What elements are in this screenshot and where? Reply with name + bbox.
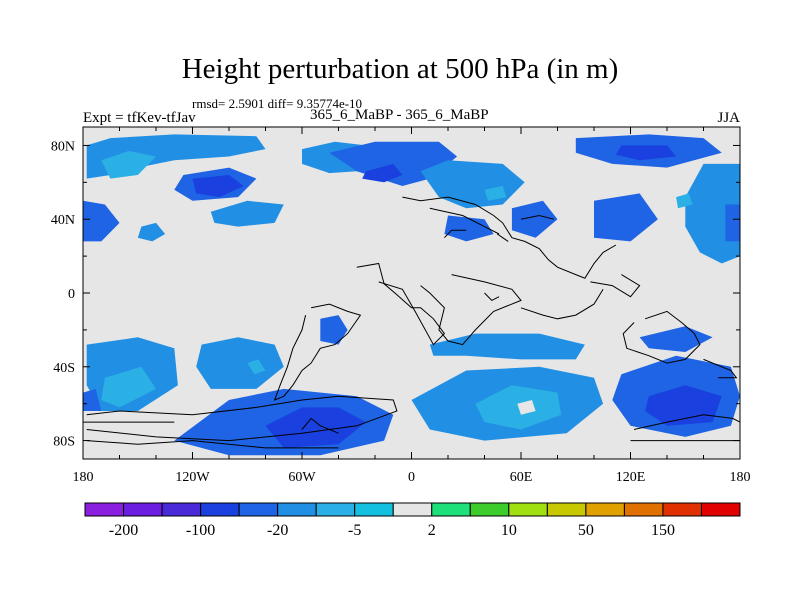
colorbar-label: -20 bbox=[267, 522, 288, 539]
contour-region bbox=[517, 400, 536, 415]
coastline-path bbox=[356, 262, 446, 346]
colorbar-swatch bbox=[84, 502, 125, 517]
contour-region bbox=[639, 326, 713, 352]
coastline-path bbox=[273, 303, 362, 401]
coastline-path bbox=[301, 417, 339, 434]
contour-region bbox=[196, 337, 284, 389]
colorbar-label: -100 bbox=[186, 522, 215, 539]
contour-region bbox=[511, 200, 558, 238]
colorbar-swatch bbox=[392, 502, 433, 517]
colorbar-swatch bbox=[123, 502, 163, 517]
contour-region bbox=[83, 388, 102, 411]
coastline-path bbox=[520, 289, 604, 320]
y-tick-label: 40N bbox=[51, 213, 75, 228]
coastline-path bbox=[622, 310, 701, 364]
colorbar-swatch bbox=[662, 502, 702, 517]
x-tick-label: 120E bbox=[616, 470, 646, 485]
coastline-path bbox=[86, 440, 339, 449]
coastline-path bbox=[429, 207, 500, 235]
contour-region bbox=[101, 366, 156, 408]
colorbar-swatch bbox=[277, 502, 317, 517]
coastline-path bbox=[590, 274, 641, 298]
y-tick-label: 80N bbox=[51, 139, 75, 154]
contour-fills bbox=[83, 134, 740, 456]
contour-region bbox=[265, 407, 366, 448]
x-tick-label: 180 bbox=[730, 470, 751, 485]
contour-region bbox=[594, 193, 658, 242]
contour-region bbox=[429, 333, 585, 360]
x-tick-label: 0 bbox=[408, 470, 415, 485]
contour-region bbox=[320, 315, 348, 345]
colorbar-label: -5 bbox=[348, 522, 361, 539]
colorbar-swatch bbox=[431, 502, 471, 517]
coastline-path bbox=[520, 214, 555, 220]
coastline-path bbox=[402, 196, 617, 279]
coastline-path bbox=[86, 395, 398, 442]
colorbar-label: -200 bbox=[109, 522, 138, 539]
contour-region bbox=[475, 385, 562, 430]
colorbar-swatch bbox=[161, 502, 202, 517]
contour-region bbox=[484, 186, 507, 201]
colorbar-swatch bbox=[508, 502, 548, 517]
x-tick-label: 180 bbox=[73, 470, 94, 485]
contour-region bbox=[725, 204, 740, 242]
colorbar-swatch bbox=[200, 502, 240, 517]
coastlines bbox=[83, 196, 740, 449]
coastline-path bbox=[633, 414, 740, 430]
y-tick-label: 40S bbox=[53, 361, 75, 376]
coastline-path bbox=[703, 358, 738, 379]
contour-region bbox=[137, 222, 166, 242]
season-label: JJA bbox=[717, 110, 740, 126]
colorbar-label: 50 bbox=[578, 522, 594, 539]
colorbar-swatch bbox=[469, 502, 510, 517]
y-tick-label: 80S bbox=[53, 435, 75, 450]
colorbar: -200 -100 -20 -5 2 10 50 150 bbox=[84, 502, 741, 539]
chart-title: Height perturbation at 500 hPa (in m) bbox=[181, 53, 619, 85]
contour-region bbox=[83, 200, 120, 242]
colorbar-swatch bbox=[354, 502, 394, 517]
x-tick-label: 120W bbox=[175, 470, 210, 485]
contour-region bbox=[615, 145, 677, 161]
contour-region bbox=[192, 175, 244, 198]
x-tick-label: 60E bbox=[510, 470, 533, 485]
contour-region bbox=[210, 200, 284, 227]
contour-region bbox=[101, 151, 156, 179]
colorbar-swatch bbox=[315, 502, 356, 517]
rmsd-diff-label: rmsd= 2.5901 diff= 9.35774e-10 bbox=[192, 96, 363, 111]
colorbar-label: 2 bbox=[428, 522, 436, 539]
axis-ticks: 180 120W 60W 0 60E 120E 180 80N 40N 0 40S 80S bbox=[51, 127, 751, 485]
run-label: 365_6_MaBP - 365_6_MaBP bbox=[310, 107, 489, 123]
contour-region bbox=[247, 359, 266, 375]
coastline-path bbox=[444, 229, 467, 239]
x-tick-label: 60W bbox=[288, 470, 316, 485]
colorbar-swatch bbox=[585, 502, 625, 517]
contour-region bbox=[676, 193, 693, 209]
colorbar-swatch bbox=[546, 502, 587, 517]
contour-region bbox=[362, 163, 403, 183]
colorbar-swatch bbox=[238, 502, 279, 517]
colorbar-label: 150 bbox=[651, 522, 675, 539]
coastline-path bbox=[497, 233, 509, 242]
colorbar-swatch bbox=[700, 502, 741, 517]
experiment-label: Expt = tfKev-tfJav bbox=[83, 110, 196, 126]
colorbar-swatch bbox=[623, 502, 664, 517]
coastline-path bbox=[420, 274, 522, 346]
colorbar-label: 10 bbox=[501, 522, 517, 539]
contour-region bbox=[645, 385, 722, 426]
y-tick-label: 0 bbox=[68, 287, 75, 302]
coastline-path bbox=[484, 292, 500, 302]
contour-region bbox=[444, 215, 494, 242]
